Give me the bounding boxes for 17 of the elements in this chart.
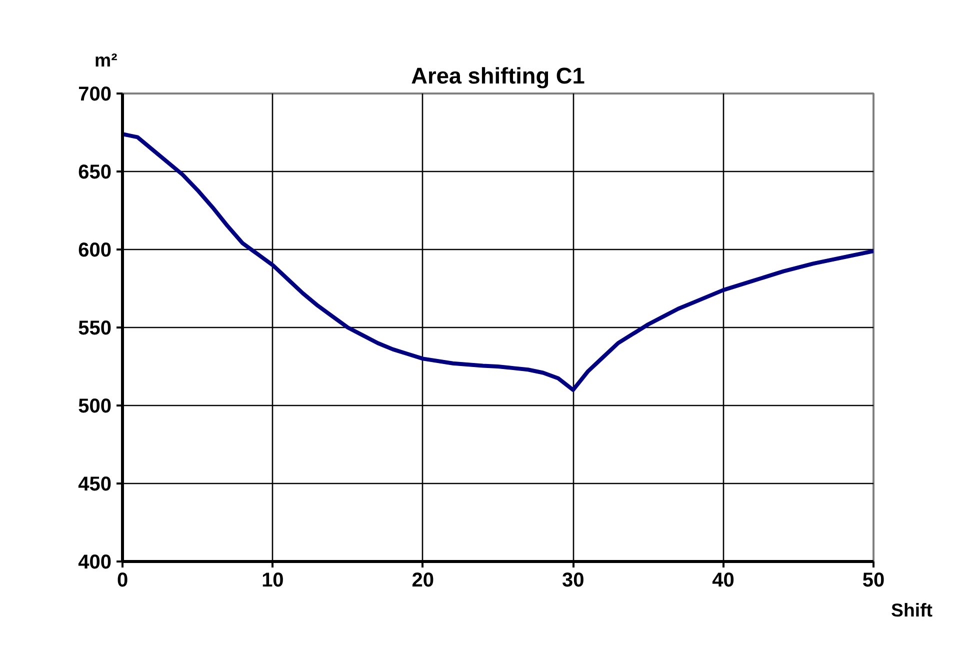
chart-title: Area shifting C1 [411,62,585,88]
x-axis-title: Shift [891,600,933,620]
y-tick-label: 700 [78,84,112,106]
y-tick-label: 500 [78,396,112,418]
x-tick-label: 50 [862,570,885,592]
x-tick-label: 20 [412,570,434,592]
y-tick-label: 600 [78,240,112,262]
y-tick-label: 650 [78,162,112,184]
y-axis-title: m² [94,50,118,70]
line-series [122,132,874,392]
x-tick-label: 0 [116,570,128,592]
x-tick-label: 30 [562,570,584,592]
y-tick-label: 550 [78,318,112,340]
x-tick-label: 10 [262,570,284,592]
y-tick-label: 400 [78,552,112,574]
x-tick-label: 40 [712,570,734,592]
y-tick-label: 450 [78,474,112,496]
